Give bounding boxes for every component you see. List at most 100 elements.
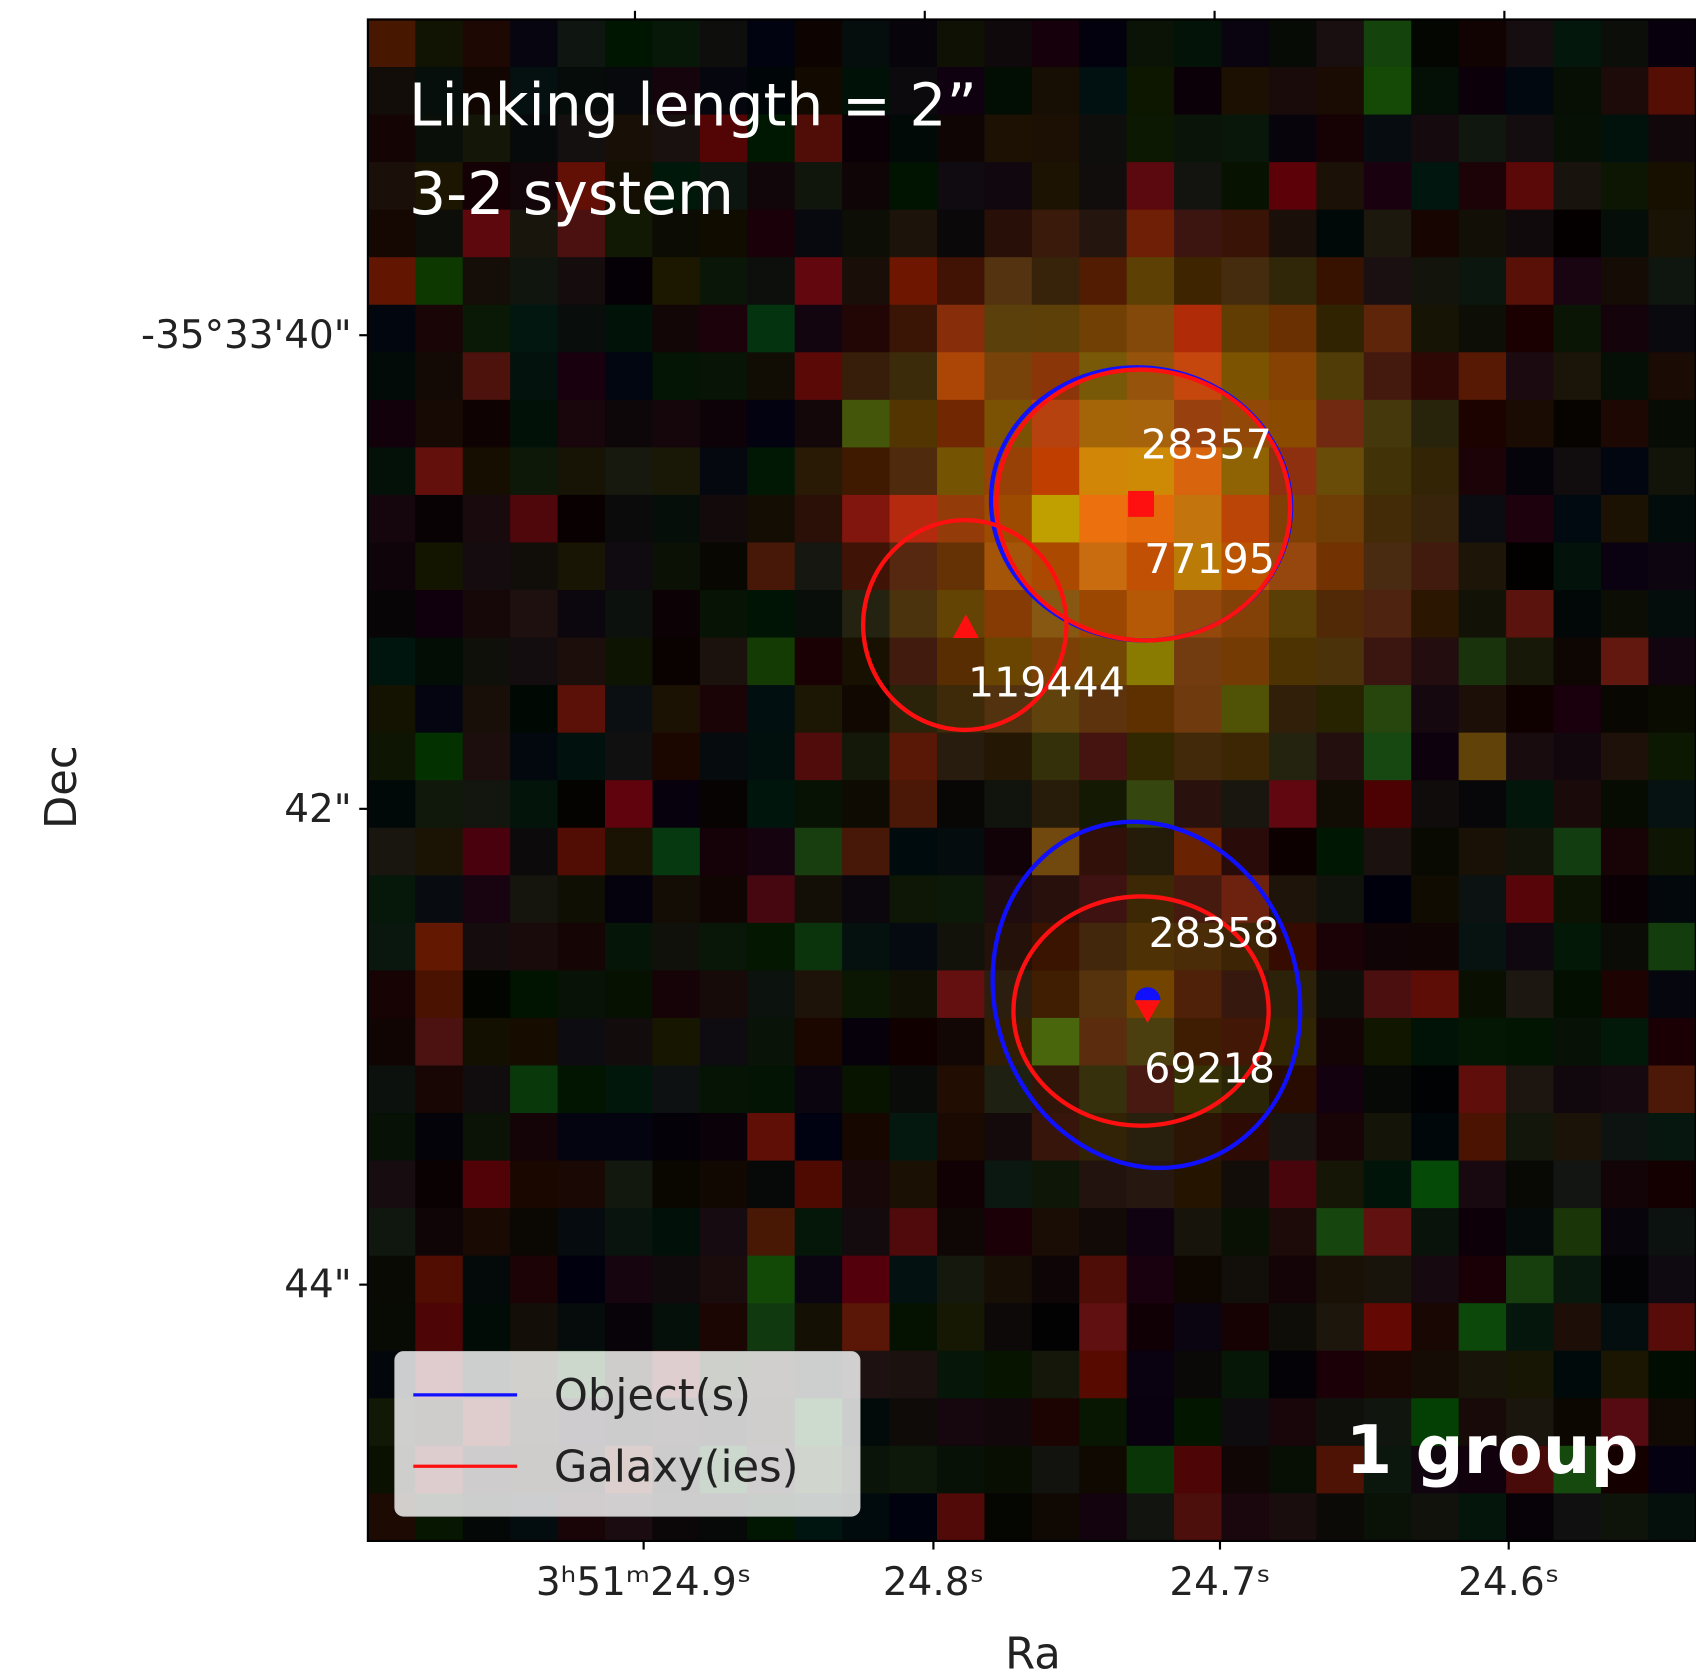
pixel <box>1364 400 1412 448</box>
pixel <box>1506 590 1554 638</box>
pixel <box>368 733 416 781</box>
pixel <box>1459 1256 1507 1304</box>
pixel <box>937 305 985 353</box>
pixel <box>1174 638 1222 686</box>
pixel <box>842 447 890 495</box>
pixel <box>1459 542 1507 590</box>
pixel <box>1601 1351 1649 1399</box>
pixel <box>1601 162 1649 210</box>
pixel <box>890 828 938 876</box>
pixel <box>463 1256 511 1304</box>
pixel <box>1553 115 1601 163</box>
pixel <box>1648 115 1696 163</box>
pixel <box>1411 733 1459 781</box>
pixel <box>415 590 463 638</box>
pixel <box>1506 447 1554 495</box>
pixel <box>1459 1065 1507 1113</box>
pixel <box>558 1113 606 1161</box>
pixel <box>1269 1113 1317 1161</box>
pixel <box>1553 1161 1601 1209</box>
pixel <box>1364 1256 1412 1304</box>
pixel <box>937 400 985 448</box>
pixel <box>890 352 938 400</box>
pixel <box>510 923 558 971</box>
pixel <box>747 1161 795 1209</box>
pixel <box>463 1161 511 1209</box>
pixel <box>1459 305 1507 353</box>
pixel <box>463 875 511 923</box>
pixel <box>842 685 890 733</box>
pixel <box>1411 495 1459 543</box>
pixel <box>605 1256 653 1304</box>
pixel <box>747 780 795 828</box>
pixel <box>1459 638 1507 686</box>
pixel <box>1127 1256 1175 1304</box>
pixel <box>1364 67 1412 115</box>
pixel <box>1411 1161 1459 1209</box>
pixel <box>463 923 511 971</box>
pixel <box>1269 1208 1317 1256</box>
pixel <box>1032 67 1080 115</box>
pixel <box>890 1018 938 1066</box>
pixel <box>984 1256 1032 1304</box>
pixel <box>1032 305 1080 353</box>
pixel <box>1316 1351 1364 1399</box>
pixel <box>890 685 938 733</box>
pixel <box>1411 780 1459 828</box>
pixel <box>1174 257 1222 305</box>
pixel <box>463 1303 511 1351</box>
pixel <box>1553 780 1601 828</box>
pixel <box>1648 257 1696 305</box>
pixel <box>1506 1065 1554 1113</box>
pixel <box>1553 1256 1601 1304</box>
pixel <box>1269 780 1317 828</box>
pixel <box>1553 923 1601 971</box>
pixel <box>795 257 843 305</box>
pixel <box>1411 1065 1459 1113</box>
pixel <box>1506 67 1554 115</box>
pixel <box>1079 19 1127 67</box>
pixel <box>1032 970 1080 1018</box>
pixel <box>1316 305 1364 353</box>
pixel <box>937 1398 985 1446</box>
pixel <box>558 495 606 543</box>
pixel <box>1316 1208 1364 1256</box>
pixel <box>368 495 416 543</box>
pixel <box>1269 162 1317 210</box>
pixel <box>1079 162 1127 210</box>
pixel <box>1174 1208 1222 1256</box>
pixel <box>747 685 795 733</box>
pixel <box>890 400 938 448</box>
pixel <box>415 495 463 543</box>
pixel <box>1316 210 1364 258</box>
pixel <box>1601 495 1649 543</box>
pixel <box>1411 1256 1459 1304</box>
pixel <box>1364 1303 1412 1351</box>
pixel <box>1648 1256 1696 1304</box>
pixel <box>1079 542 1127 590</box>
pixel <box>1506 875 1554 923</box>
pixel <box>1079 1398 1127 1446</box>
pixel <box>1127 162 1175 210</box>
pixel <box>984 733 1032 781</box>
pixel <box>463 447 511 495</box>
pixel <box>1648 162 1696 210</box>
pixel <box>1553 19 1601 67</box>
pixel <box>842 542 890 590</box>
pixel <box>652 733 700 781</box>
pixel <box>1222 67 1270 115</box>
pixel <box>795 400 843 448</box>
pixel <box>1506 733 1554 781</box>
pixel <box>558 1018 606 1066</box>
pixel <box>1459 1208 1507 1256</box>
pixel <box>1553 733 1601 781</box>
pixel <box>463 590 511 638</box>
pixel <box>1553 875 1601 923</box>
pixel <box>463 1018 511 1066</box>
pixel <box>842 210 890 258</box>
pixel <box>984 1303 1032 1351</box>
pixel <box>415 19 463 67</box>
pixel <box>1174 305 1222 353</box>
pixel <box>463 828 511 876</box>
pixel <box>1459 1113 1507 1161</box>
